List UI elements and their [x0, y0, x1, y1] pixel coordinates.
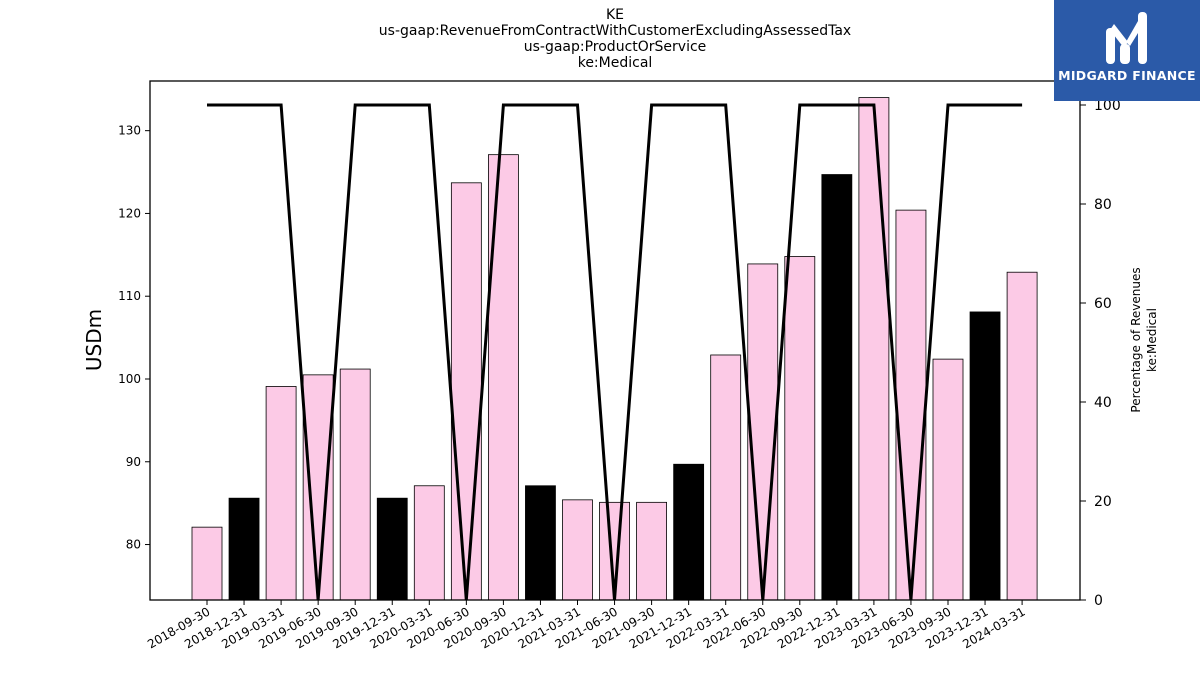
bar-2021-12-31 — [673, 463, 705, 601]
midgard-finance-logo: MIDGARD FINANCE — [1054, 0, 1200, 101]
y-tick-label: 110 — [118, 289, 141, 303]
y2-tick-label: 60 — [1094, 296, 1112, 312]
y2-axis-label-line-2: ke:Medical — [1145, 308, 1159, 372]
y2-tick-label: 20 — [1094, 494, 1112, 510]
bar-2020-03-31 — [413, 485, 445, 601]
y2-tick-label: 80 — [1094, 197, 1112, 213]
x-axis-ticks: 2018-09-302018-12-312019-03-312019-06-30… — [145, 600, 1028, 651]
bar-2022-12-31 — [821, 174, 853, 601]
right-axis-ticks: 0 20 40 60 80 100 — [1080, 98, 1121, 609]
left-axis-ticks: 80 90 100 110 120 130 — [118, 124, 150, 552]
bar-2023-03-31 — [858, 97, 890, 601]
bar-2022-09-30 — [784, 256, 816, 601]
bar-2022-03-31 — [710, 354, 742, 601]
bar-2020-12-31 — [525, 485, 556, 601]
chart-title-line-2: us-gaap:RevenueFromContractWithCustomerE… — [378, 23, 852, 39]
y2-tick-label: 40 — [1094, 395, 1112, 411]
y-tick-label: 100 — [118, 372, 141, 386]
y-tick-label: 120 — [118, 206, 141, 220]
chart-title-line-3: us-gaap:ProductOrService — [523, 39, 707, 55]
y-tick-label: 90 — [126, 455, 141, 469]
bar-2021-03-31 — [562, 499, 593, 601]
bar-2023-12-31 — [969, 311, 1001, 601]
bar-2018-09-30 — [191, 526, 223, 601]
bar-2023-06-30 — [895, 209, 927, 601]
chart-title-line-4: ke:Medical — [577, 55, 653, 71]
bar-2020-09-30 — [487, 154, 519, 601]
bar-2023-09-30 — [932, 358, 964, 601]
bar-2019-09-30 — [339, 368, 371, 601]
bar-2019-03-31 — [265, 386, 297, 601]
y-tick-label: 130 — [118, 124, 141, 138]
bar-2022-06-30 — [747, 263, 779, 601]
y2-axis-label-line-1: Percentage of Revenues — [1129, 267, 1143, 412]
bar-2019-12-31 — [376, 497, 408, 601]
y-tick-label: 80 — [126, 538, 141, 552]
bar-2024-03-31 — [1006, 271, 1038, 601]
y-axis-label: USDm — [82, 309, 106, 371]
chart-title-line-1: KE — [605, 7, 625, 23]
bar-2020-06-30 — [450, 182, 482, 601]
bar-2021-09-30 — [636, 501, 667, 601]
logo-mark-icon — [1106, 12, 1147, 64]
y2-tick-label: 0 — [1094, 593, 1103, 609]
bar-2019-06-30 — [302, 374, 334, 601]
bar-series — [191, 97, 1038, 601]
bar-2018-12-31 — [228, 497, 260, 601]
y2-tick-label: 100 — [1094, 98, 1121, 114]
logo-text: MIDGARD FINANCE — [1058, 68, 1196, 83]
